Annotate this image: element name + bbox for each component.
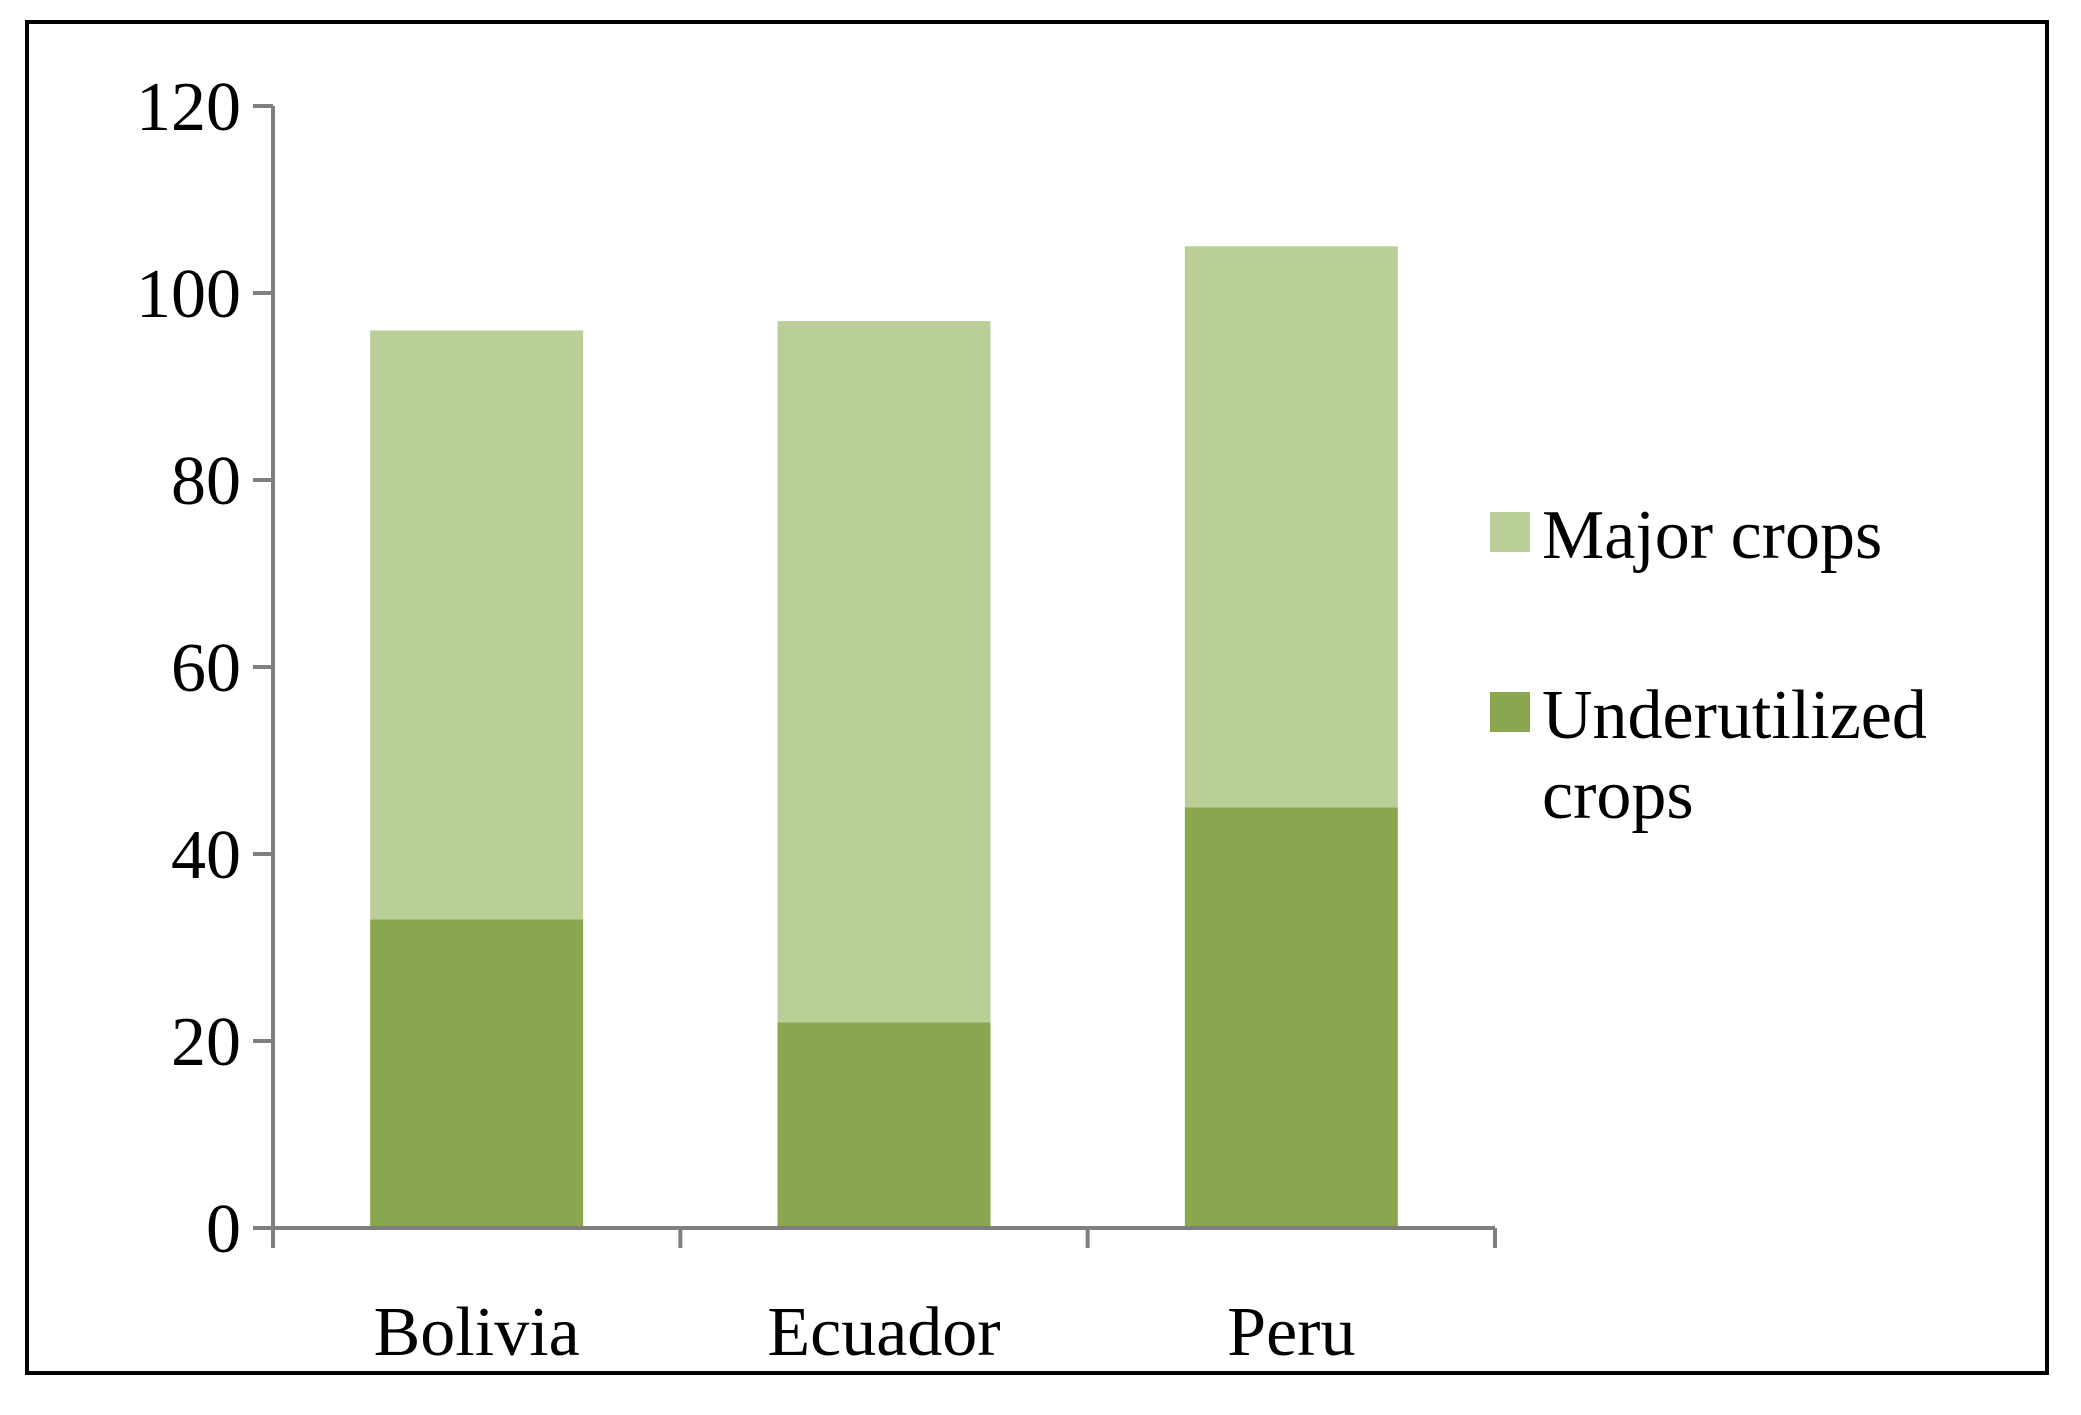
bar-bolivia-major-crops — [370, 330, 584, 920]
bar-ecuador-major-crops — [777, 321, 991, 1023]
legend-label-underutilized-crops-line-2: crops — [1542, 757, 1694, 834]
bar-peru-underutilized-crops — [1184, 807, 1398, 1228]
y-tick-label: 80 — [171, 443, 241, 520]
legend-label-underutilized-crops-line-1: Underutilized — [1542, 677, 1927, 754]
legend-swatch-underutilized-crops — [1490, 692, 1530, 732]
y-tick-label: 120 — [136, 69, 241, 146]
bar-peru-major-crops — [1184, 246, 1398, 808]
labels-layer: 0 20 40 60 80 100 120 Bolivia Ecuador Peru — [136, 69, 1355, 1371]
legend-swatch-major-crops — [1490, 512, 1530, 552]
x-tick-label-ecuador: Ecuador — [767, 1294, 1000, 1371]
y-tick-label: 60 — [171, 630, 241, 707]
legend-label-major-crops: Major crops — [1542, 497, 1882, 574]
bar-ecuador-underutilized-crops — [777, 1022, 991, 1228]
y-tick-label: 20 — [171, 1004, 241, 1081]
x-tick-label-peru: Peru — [1227, 1294, 1355, 1371]
y-tick-label: 0 — [206, 1191, 241, 1268]
bars-layer — [370, 246, 1398, 1228]
bar-bolivia-underutilized-crops — [370, 919, 584, 1228]
y-tick-label: 40 — [171, 817, 241, 894]
axes-layer — [253, 104, 1497, 1248]
y-tick-label: 100 — [136, 256, 241, 333]
chart-frame — [25, 20, 2049, 1375]
x-tick-label-bolivia: Bolivia — [374, 1294, 580, 1371]
